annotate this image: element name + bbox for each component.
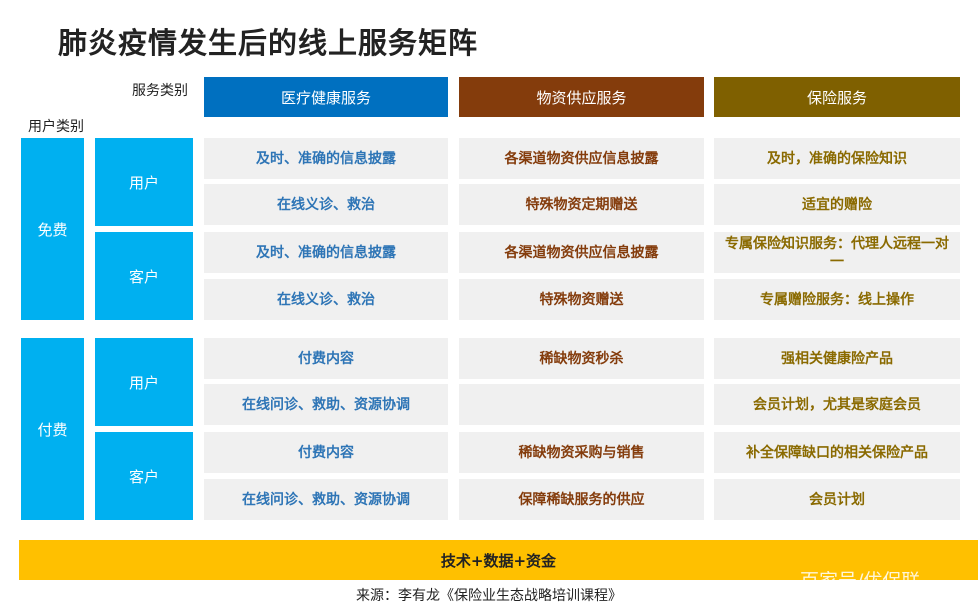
- group-free: 免费: [21, 138, 84, 320]
- service-header: 医疗健康服务: [204, 77, 448, 117]
- matrix-cell: 稀缺物资采购与销售: [459, 432, 704, 473]
- matrix-cell: 专属赠险服务：线上操作: [714, 279, 960, 320]
- foundation-bar: 技术+数据+资金: [19, 540, 978, 580]
- matrix-cell: 在线义诊、救治: [204, 184, 448, 225]
- matrix-cell: 特殊物资定期赠送: [459, 184, 704, 225]
- service-header: 物资供应服务: [459, 77, 704, 117]
- matrix-cell: 专属保险知识服务：代理人远程一对一: [714, 232, 960, 273]
- matrix-cell: 稀缺物资秒杀: [459, 338, 704, 379]
- subgroup-block: 用户: [95, 338, 193, 426]
- matrix-cell: 各渠道物资供应信息披露: [459, 138, 704, 179]
- matrix-cell: 及时，准确的保险知识: [714, 138, 960, 179]
- service-category-label: 服务类别: [132, 83, 188, 99]
- page-title: 肺炎疫情发生后的线上服务矩阵: [58, 26, 479, 60]
- matrix-cell: 及时、准确的信息披露: [204, 138, 448, 179]
- subgroup-block: 用户: [95, 138, 193, 226]
- source-caption: 来源：李有龙《保险业生态战略培训课程》: [356, 588, 622, 604]
- matrix-cell: 特殊物资赠送: [459, 279, 704, 320]
- service-header: 保险服务: [714, 77, 960, 117]
- matrix-cell: 在线义诊、救治: [204, 279, 448, 320]
- user-category-label: 用户类别: [28, 119, 84, 135]
- matrix-cell: 强相关健康险产品: [714, 338, 960, 379]
- matrix-cell: [459, 384, 704, 425]
- matrix-cell: 补全保障缺口的相关保险产品: [714, 432, 960, 473]
- matrix-cell: 保障稀缺服务的供应: [459, 479, 704, 520]
- matrix-cell: 适宜的赠险: [714, 184, 960, 225]
- subgroup-block: 客户: [95, 232, 193, 320]
- matrix-cell: 在线问诊、救助、资源协调: [204, 384, 448, 425]
- matrix-cell: 付费内容: [204, 432, 448, 473]
- matrix-cell: 会员计划，尤其是家庭会员: [714, 384, 960, 425]
- watermark: 百家号/优保联: [800, 570, 921, 592]
- matrix-cell: 及时、准确的信息披露: [204, 232, 448, 273]
- matrix-cell: 各渠道物资供应信息披露: [459, 232, 704, 273]
- subgroup-block: 客户: [95, 432, 193, 520]
- group-paid: 付费: [21, 338, 84, 520]
- matrix-cell: 会员计划: [714, 479, 960, 520]
- matrix-cell: 付费内容: [204, 338, 448, 379]
- matrix-cell: 在线问诊、救助、资源协调: [204, 479, 448, 520]
